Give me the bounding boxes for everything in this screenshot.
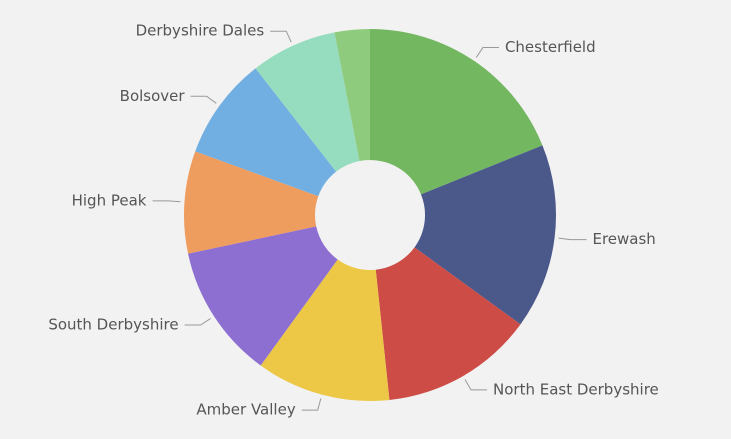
leader-line	[464, 379, 487, 391]
slice-label: Bolsover	[120, 87, 186, 105]
slice-label: North East Derbyshire	[493, 380, 659, 398]
slice	[195, 68, 337, 197]
slice-label: South Derbyshire	[48, 316, 178, 334]
slice-label: Erewash	[592, 230, 655, 248]
leader-line	[475, 47, 499, 58]
slice	[255, 32, 360, 172]
leader-line	[270, 30, 292, 43]
slice	[375, 247, 521, 400]
slice	[334, 29, 370, 162]
slice-label: High Peak	[72, 191, 147, 209]
leader-line	[184, 318, 211, 326]
leader-line	[152, 200, 181, 203]
slice-label: Derbyshire Dales	[136, 22, 265, 40]
slice	[370, 29, 543, 195]
slice-label: Amber Valley	[196, 401, 295, 419]
slice	[260, 259, 390, 401]
slice	[184, 151, 319, 254]
leader-line	[190, 95, 217, 104]
slice	[188, 226, 338, 366]
slice-label: Chesterfield	[505, 38, 596, 56]
leader-line	[301, 398, 322, 411]
leader-line	[558, 237, 587, 241]
slice	[414, 145, 556, 325]
